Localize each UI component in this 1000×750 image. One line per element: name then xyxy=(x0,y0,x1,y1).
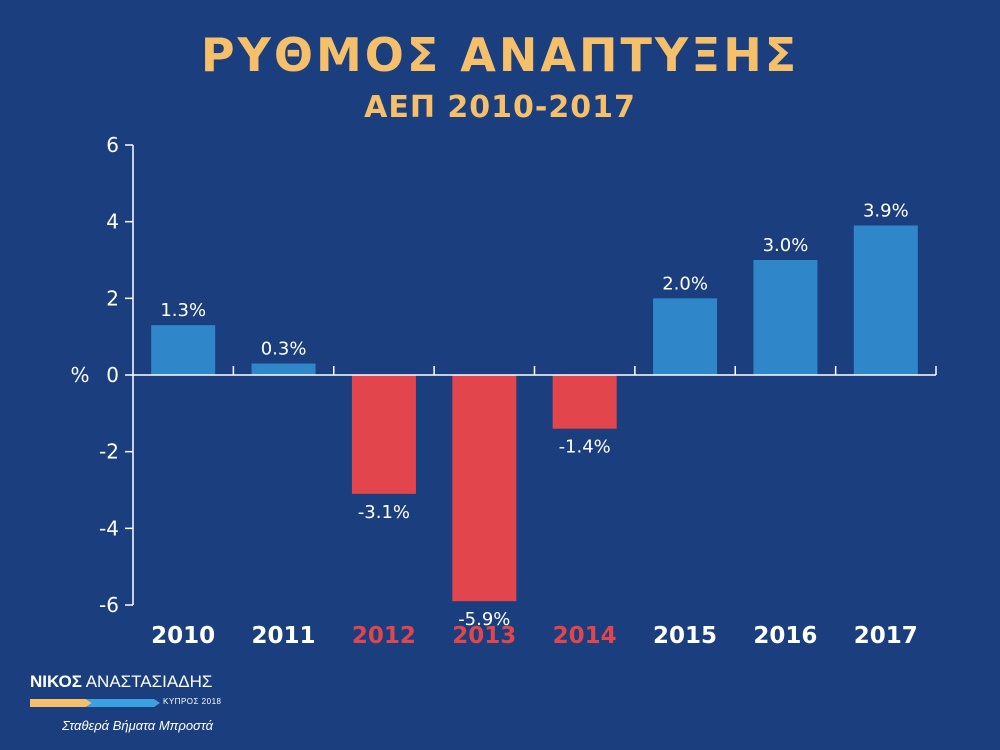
brand-year-label: ΚΥΠΡΟΣ 2018 xyxy=(163,697,222,706)
data-label-2011: 0.3% xyxy=(261,339,307,360)
x-tick-label-2015: 2015 xyxy=(653,623,717,649)
data-label-2015: 2.0% xyxy=(662,273,708,294)
brand-bar-segment-lightblue xyxy=(86,699,160,707)
y-tick-label: 2 xyxy=(106,286,119,310)
chart-subtitle: ΑΕΠ 2010-2017 xyxy=(364,90,636,125)
bar-2013 xyxy=(452,375,517,602)
x-tick-label-2017: 2017 xyxy=(854,623,918,649)
chart-title: ΡΥΘΜΟΣ ΑΝΑΠΤΥΞΗΣ xyxy=(200,28,800,82)
x-tick-label-2013: 2013 xyxy=(452,623,516,649)
y-tick-label: -4 xyxy=(99,516,119,540)
x-tick-label-2012: 2012 xyxy=(352,623,416,649)
brand-name-last: ΑΝΑΣΤΑΣΙΑΔΗΣ xyxy=(85,672,213,691)
data-label-2010: 1.3% xyxy=(160,300,206,321)
data-label-2017: 3.9% xyxy=(863,201,909,222)
y-axis-label: % xyxy=(70,363,89,387)
brand-bar-segment-yellow xyxy=(30,699,92,707)
y-tick-label: 4 xyxy=(106,210,119,234)
x-tick-label-2014: 2014 xyxy=(553,623,617,649)
y-tick-label: 0 xyxy=(106,363,119,387)
data-label-2014: -1.4% xyxy=(559,437,611,458)
bar-2011 xyxy=(251,363,316,375)
y-tick-label: -6 xyxy=(99,593,119,617)
bar-2010 xyxy=(151,325,216,375)
brand-name-first: ΝΙΚΟΣ xyxy=(30,672,82,691)
x-tick-label-2011: 2011 xyxy=(252,623,316,649)
brand-color-bar xyxy=(30,697,202,709)
x-tick-label-2010: 2010 xyxy=(151,623,215,649)
data-label-2013: -5.9% xyxy=(458,609,510,630)
data-label-2016: 3.0% xyxy=(763,235,809,256)
bar-2015 xyxy=(653,298,718,375)
y-tick-label: -2 xyxy=(99,440,119,464)
brand-name: ΝΙΚΟΣ ΑΝΑΣΤΑΣΙΑΔΗΣ xyxy=(30,672,212,692)
y-tick-label: 6 xyxy=(106,133,119,157)
bar-2017 xyxy=(853,225,918,375)
x-tick-label-2016: 2016 xyxy=(753,623,817,649)
data-label-2012: -3.1% xyxy=(358,502,410,523)
bar-2014 xyxy=(552,375,617,429)
bar-2016 xyxy=(753,260,818,375)
bar-2012 xyxy=(351,375,416,494)
brand-slogan: Σταθερά Βήματα Μπροστά xyxy=(62,718,213,733)
